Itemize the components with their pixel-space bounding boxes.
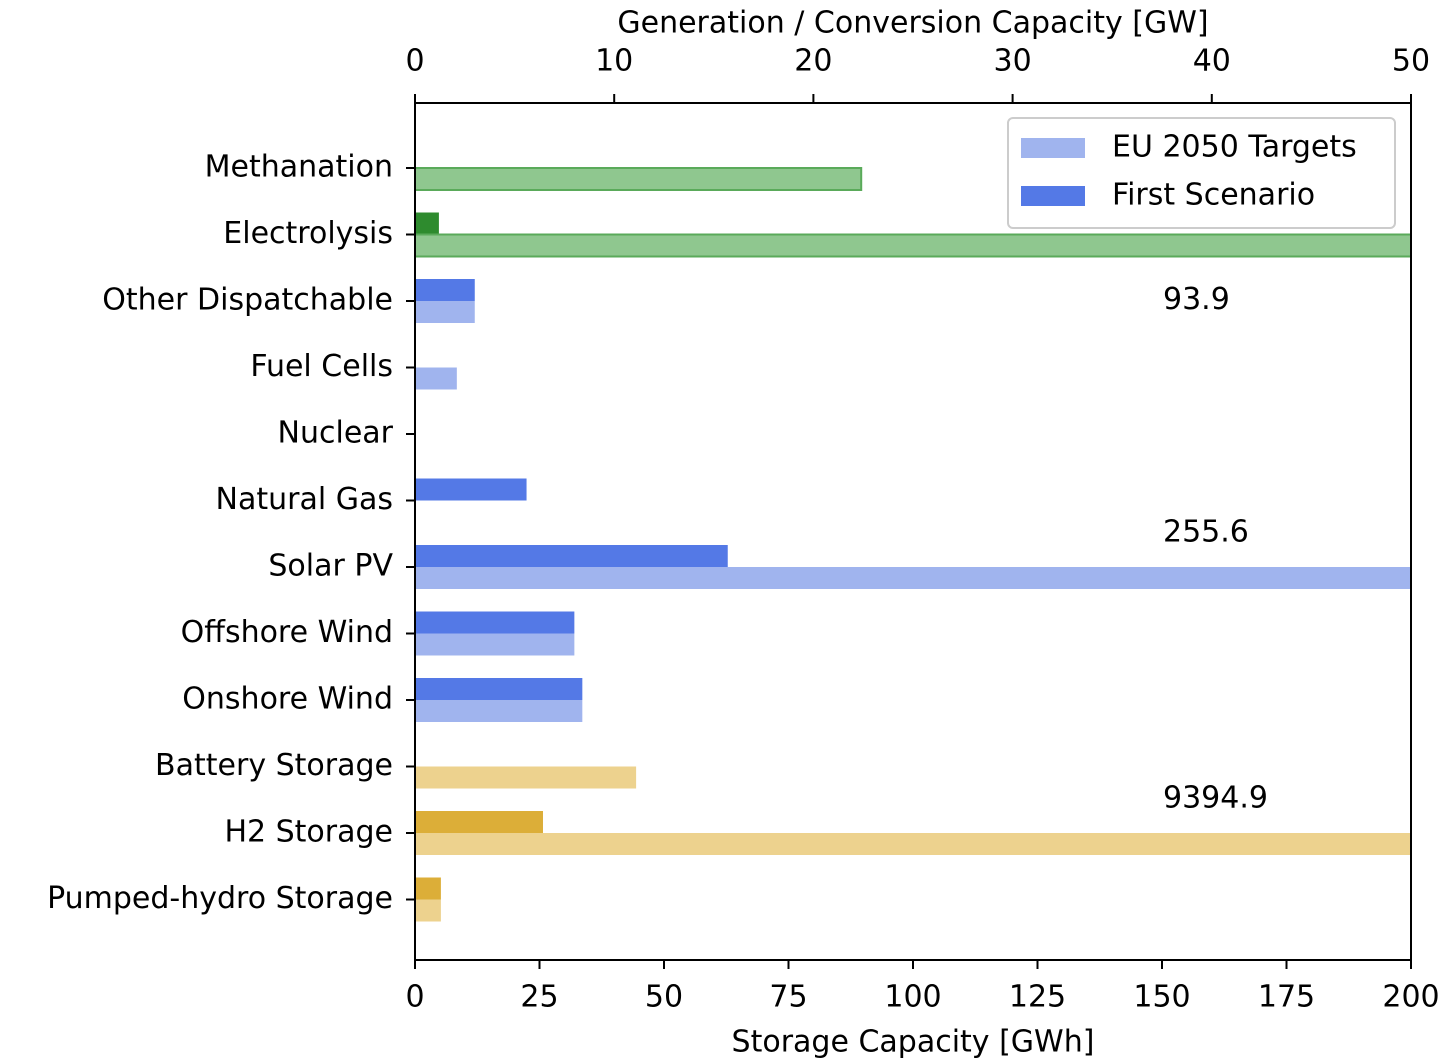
category-label: Electrolysis — [223, 216, 393, 251]
top-axis-label: Generation / Conversion Capacity [GW] — [617, 6, 1208, 41]
bar — [415, 279, 475, 301]
category-label: Onshore Wind — [182, 682, 393, 717]
category-label: Offshore Wind — [181, 615, 393, 650]
top-tick-label: 10 — [595, 44, 633, 79]
bar — [415, 700, 583, 722]
bar — [415, 833, 1411, 855]
overflow-label: 255.6 — [1163, 515, 1249, 550]
category-label: Pumped-hydro Storage — [47, 881, 393, 916]
bar — [415, 545, 728, 567]
category-label: Methanation — [205, 150, 393, 185]
bottom-tick-label: 100 — [884, 980, 941, 1015]
bar — [415, 478, 527, 501]
plot-frame — [414, 102, 1412, 961]
category-label: Nuclear — [278, 416, 394, 451]
bar — [415, 811, 543, 833]
top-tick-label: 0 — [405, 44, 424, 79]
bar — [415, 877, 441, 900]
top-tick-label: 20 — [794, 44, 832, 79]
plot-area — [415, 146, 1411, 922]
bottom-tick-label: 150 — [1133, 980, 1190, 1015]
bar — [415, 567, 1411, 589]
bar — [415, 367, 457, 390]
overflow-label: 9394.9 — [1163, 781, 1268, 816]
category-label: Fuel Cells — [250, 349, 393, 384]
bottom-tick-label: 50 — [645, 980, 683, 1015]
bar — [415, 678, 583, 700]
top-tick-label: 40 — [1193, 44, 1231, 79]
category-label: Other Dispatchable — [102, 283, 393, 318]
bottom-tick-label: 125 — [1009, 980, 1066, 1015]
bottom-tick-label: 25 — [520, 980, 558, 1015]
overflow-label: 93.9 — [1163, 282, 1230, 317]
bar — [415, 212, 439, 235]
legend-box — [1007, 117, 1396, 229]
bottom-tick-label: 175 — [1258, 980, 1315, 1015]
bottom-axis-label: Storage Capacity [GWh] — [732, 1025, 1095, 1060]
bar — [415, 611, 575, 634]
legend-label: First Scenario — [1112, 178, 1315, 213]
category-label: H2 Storage — [224, 815, 393, 850]
top-tick-label: 30 — [994, 44, 1032, 79]
bottom-tick-label: 200 — [1382, 980, 1439, 1015]
category-label: Solar PV — [268, 549, 393, 584]
category-label: Natural Gas — [216, 482, 393, 517]
bar — [415, 167, 863, 191]
bottom-tick-label: 0 — [405, 980, 424, 1015]
legend-label: EU 2050 Targets — [1112, 130, 1357, 165]
bottom-tick-label: 75 — [769, 980, 807, 1015]
legend-swatch — [1021, 186, 1085, 206]
legend-swatch — [1021, 138, 1085, 158]
bar — [415, 301, 475, 323]
bar — [415, 633, 575, 656]
top-tick-label: 50 — [1392, 44, 1430, 79]
category-label: Battery Storage — [155, 748, 393, 783]
bar — [415, 899, 441, 922]
bar — [415, 766, 637, 789]
bar — [415, 233, 1411, 258]
